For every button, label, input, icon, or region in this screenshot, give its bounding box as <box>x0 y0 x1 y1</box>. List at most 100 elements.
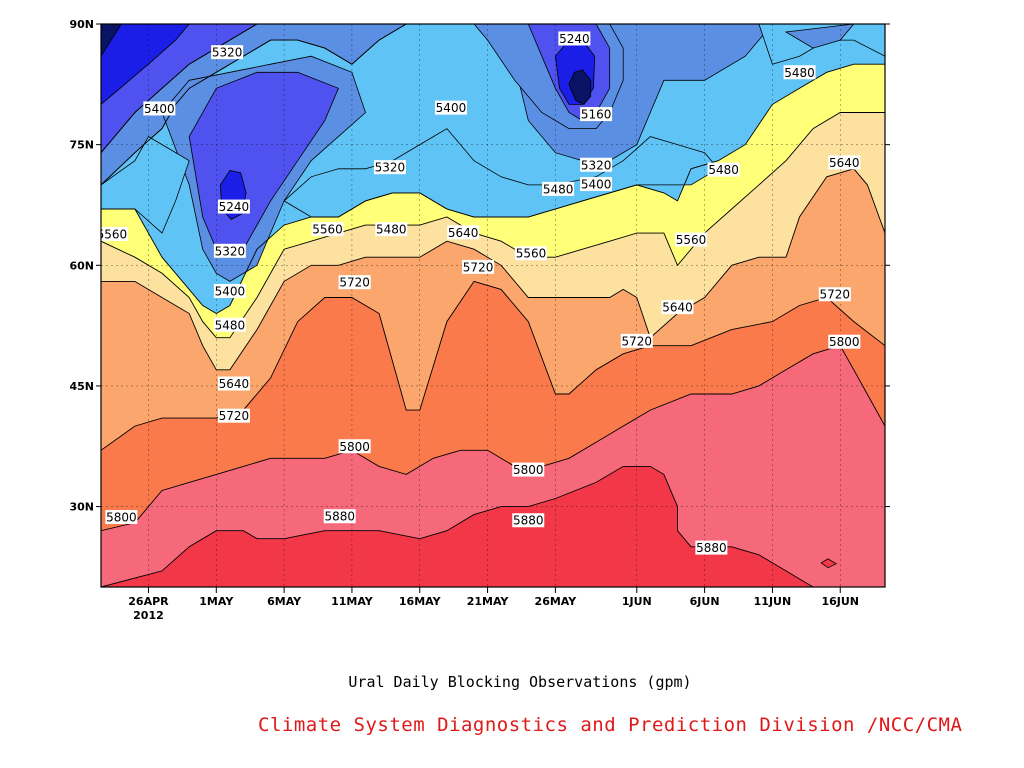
contour-label-text: 5400 <box>144 102 175 116</box>
contour-label-bg <box>217 376 250 391</box>
contour-label-bg <box>818 287 851 302</box>
contour-label-5880: 5880 <box>512 513 545 528</box>
x-tick-label: 16MAY <box>399 595 442 608</box>
contour-label-bg <box>373 160 406 175</box>
contour-label-text: 5800 <box>106 511 137 525</box>
contour-label-5560: 5560 <box>311 222 344 237</box>
contour-label-bg <box>828 155 861 170</box>
contour-label-text: 5720 <box>339 276 370 290</box>
contour-label-5720: 5720 <box>462 259 495 274</box>
contour-label-5560: 5560 <box>97 226 128 241</box>
contour-label-5320: 5320 <box>213 243 246 258</box>
contour-label-bg <box>217 408 250 423</box>
contour-label-5880: 5880 <box>323 509 356 524</box>
contour-label-text: 5800 <box>513 463 544 477</box>
x-tick-label: 21MAY <box>467 595 510 608</box>
x-tick-label: 1MAY <box>199 595 234 608</box>
x-tick-label: 26MAY <box>535 595 578 608</box>
contour-label-5640: 5640 <box>447 225 480 240</box>
contour-label-5640: 5640 <box>217 376 250 391</box>
contour-label-5400: 5400 <box>143 101 176 116</box>
contour-label-bg <box>213 284 246 299</box>
contour-label-5560: 5560 <box>675 232 708 247</box>
contour-label-bg <box>311 222 344 237</box>
contour-label-text: 5320 <box>212 46 243 60</box>
contour-line-5640 <box>101 168 885 371</box>
contour-label-text: 5400 <box>581 178 612 192</box>
contour-label-text: 5560 <box>516 247 547 261</box>
contour-label-text: 5160 <box>581 108 612 122</box>
contour-label-bg <box>447 225 480 240</box>
contour-label-text: 5560 <box>312 223 343 237</box>
contour-label-text: 5880 <box>696 541 727 555</box>
contour-label-5480: 5480 <box>213 317 246 332</box>
contour-label-text: 5560 <box>97 227 128 241</box>
contour-label-text: 5640 <box>662 301 693 315</box>
contour-label-bg <box>580 157 613 172</box>
contour-label-bg <box>661 300 694 315</box>
contour-chart: 5320 5400 5240 5320 5400 5480 5560 5640 5720 5800… <box>69 18 890 622</box>
contour-label-text: 5640 <box>219 377 250 391</box>
contour-label-5720: 5720 <box>217 408 250 423</box>
contour-label-text: 5320 <box>375 161 406 175</box>
band-5880-islet <box>820 558 838 569</box>
contour-label-5160: 5160 <box>580 107 613 122</box>
contour-label-5640: 5640 <box>661 300 694 315</box>
band-5240-nw <box>101 24 190 105</box>
contour-label-bg <box>512 462 545 477</box>
contour-label-text: 5640 <box>829 156 860 170</box>
y-tick-label: 60N <box>69 259 94 272</box>
x-tick-sublabel: 2012 <box>133 609 164 622</box>
contour-line-5480 <box>101 63 885 315</box>
contour-label-text: 5240 <box>559 32 590 46</box>
contour-label-text: 5880 <box>324 510 355 524</box>
contour-label-text: 5880 <box>513 514 544 528</box>
contour-label-5800: 5800 <box>338 439 371 454</box>
contour-label-text: 5720 <box>463 260 494 274</box>
contour-label-text: 5800 <box>339 440 370 454</box>
contour-label-bg <box>512 513 545 528</box>
contour-label-5560: 5560 <box>514 246 547 261</box>
contour-label-5720: 5720 <box>620 333 653 348</box>
x-tick-label: 26APR <box>128 595 169 608</box>
contour-label-5320: 5320 <box>580 157 613 172</box>
contour-label-text: 5480 <box>708 163 739 177</box>
contour-label-bg <box>217 199 250 214</box>
contour-label-5480: 5480 <box>707 162 740 177</box>
contour-label-text: 5720 <box>219 409 250 423</box>
contour-label-5400: 5400 <box>213 284 246 299</box>
contour-label-5880: 5880 <box>695 540 728 555</box>
contour-label-5720: 5720 <box>818 287 851 302</box>
x-tick-label: 6JUN <box>690 595 720 608</box>
contour-label-bg <box>375 222 408 237</box>
plot-area: 5320 5400 5240 5320 5400 5480 5560 5640 5720 5800… <box>97 24 885 587</box>
contour-label-bg <box>828 334 861 349</box>
contour-label-text: 5480 <box>543 182 574 196</box>
contour-label-5800: 5800 <box>512 462 545 477</box>
contour-label-bg <box>675 232 708 247</box>
contour-label-5240: 5240 <box>558 31 591 46</box>
contour-label-text: 5320 <box>215 244 246 258</box>
plot-frame <box>100 23 886 588</box>
contour-label-bg <box>338 439 371 454</box>
contour-label-bg <box>783 65 816 80</box>
contour-label-5240: 5240 <box>217 199 250 214</box>
contour-label-text: 5560 <box>676 233 707 247</box>
credit-text: Climate System Diagnostics and Predictio… <box>258 714 963 736</box>
contour-label-bg <box>558 31 591 46</box>
x-tick-label: 6MAY <box>267 595 302 608</box>
contour-label-bg <box>462 259 495 274</box>
y-tick-label: 75N <box>69 139 94 152</box>
contour-label-text: 5480 <box>376 223 407 237</box>
contour-label-5480: 5480 <box>542 181 575 196</box>
contour-label-bg <box>514 246 547 261</box>
contour-label-bg <box>707 162 740 177</box>
contour-label-bg <box>105 510 138 525</box>
contour-label-5400: 5400 <box>434 100 467 115</box>
contour-label-text: 5400 <box>436 101 467 115</box>
contour-label-text: 5480 <box>784 66 815 80</box>
x-tick-label: 11MAY <box>331 595 374 608</box>
band-5160-nw <box>101 24 122 57</box>
contour-label-bg <box>580 177 613 192</box>
contour-label-text: 5400 <box>215 285 246 299</box>
